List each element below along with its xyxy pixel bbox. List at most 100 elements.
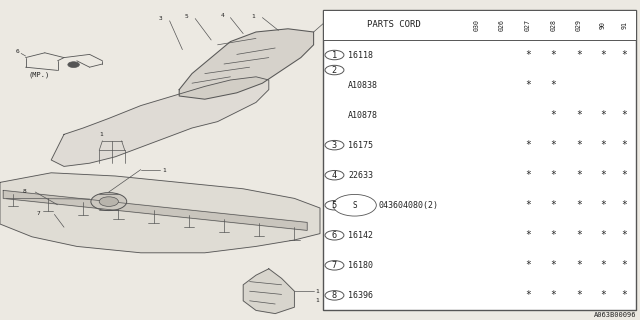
Text: 5: 5 bbox=[184, 14, 188, 19]
Text: A063B00096: A063B00096 bbox=[595, 312, 637, 318]
Polygon shape bbox=[3, 190, 307, 230]
Text: *: * bbox=[621, 110, 628, 120]
Text: *: * bbox=[600, 50, 605, 60]
Text: *: * bbox=[525, 290, 531, 300]
Text: *: * bbox=[621, 260, 628, 270]
Text: *: * bbox=[550, 50, 556, 60]
Text: *: * bbox=[576, 140, 582, 150]
Text: *: * bbox=[576, 230, 582, 240]
Text: 16142: 16142 bbox=[348, 231, 373, 240]
Text: 1: 1 bbox=[252, 14, 255, 19]
Polygon shape bbox=[0, 173, 320, 253]
Text: 6: 6 bbox=[16, 49, 20, 54]
Circle shape bbox=[333, 195, 376, 216]
Text: *: * bbox=[600, 200, 605, 210]
Text: *: * bbox=[525, 170, 531, 180]
Text: 8: 8 bbox=[332, 291, 337, 300]
Bar bbox=[323, 10, 636, 310]
Text: *: * bbox=[550, 80, 556, 90]
Text: S: S bbox=[353, 201, 357, 210]
Text: 1: 1 bbox=[332, 51, 337, 60]
Text: 4: 4 bbox=[332, 171, 337, 180]
Text: A10838: A10838 bbox=[348, 81, 378, 90]
Text: 026: 026 bbox=[499, 19, 505, 31]
Text: 043604080(2): 043604080(2) bbox=[378, 201, 438, 210]
Text: 1: 1 bbox=[315, 298, 319, 303]
Text: PARTS CORD: PARTS CORD bbox=[367, 20, 420, 29]
Text: *: * bbox=[576, 200, 582, 210]
Text: 030: 030 bbox=[474, 19, 479, 31]
Text: 027: 027 bbox=[525, 19, 531, 31]
Circle shape bbox=[325, 65, 344, 75]
Text: *: * bbox=[550, 260, 556, 270]
Text: 91: 91 bbox=[621, 21, 628, 29]
Bar bbox=[323, 10, 636, 40]
Polygon shape bbox=[51, 77, 269, 166]
Text: *: * bbox=[621, 170, 628, 180]
Text: *: * bbox=[621, 140, 628, 150]
Text: *: * bbox=[550, 290, 556, 300]
Text: *: * bbox=[621, 230, 628, 240]
Circle shape bbox=[325, 291, 344, 300]
Text: *: * bbox=[600, 110, 605, 120]
Text: 1: 1 bbox=[315, 289, 319, 294]
Circle shape bbox=[325, 230, 344, 240]
Circle shape bbox=[68, 62, 79, 68]
Text: *: * bbox=[576, 50, 582, 60]
Text: 5: 5 bbox=[332, 201, 337, 210]
Text: *: * bbox=[576, 110, 582, 120]
Text: *: * bbox=[576, 290, 582, 300]
Text: 16175: 16175 bbox=[348, 141, 373, 150]
Polygon shape bbox=[243, 269, 294, 314]
Text: 3: 3 bbox=[332, 141, 337, 150]
Text: 1: 1 bbox=[162, 168, 166, 173]
Text: 3: 3 bbox=[159, 16, 163, 21]
Polygon shape bbox=[179, 29, 314, 99]
Text: (MP.): (MP.) bbox=[29, 72, 50, 78]
Text: 029: 029 bbox=[576, 19, 582, 31]
Text: 028: 028 bbox=[550, 19, 556, 31]
Circle shape bbox=[325, 50, 344, 60]
Text: *: * bbox=[600, 290, 605, 300]
Text: 6: 6 bbox=[332, 231, 337, 240]
Circle shape bbox=[325, 201, 344, 210]
Text: 7: 7 bbox=[37, 211, 41, 216]
Circle shape bbox=[325, 260, 344, 270]
Text: 4: 4 bbox=[221, 13, 225, 18]
Text: *: * bbox=[550, 140, 556, 150]
Text: 7: 7 bbox=[332, 261, 337, 270]
Text: A10878: A10878 bbox=[348, 111, 378, 120]
Text: *: * bbox=[621, 290, 628, 300]
Text: 8: 8 bbox=[22, 189, 26, 194]
Text: 16180: 16180 bbox=[348, 261, 373, 270]
Text: 22633: 22633 bbox=[348, 171, 373, 180]
Text: *: * bbox=[550, 110, 556, 120]
Text: 16118: 16118 bbox=[348, 51, 373, 60]
Text: *: * bbox=[600, 140, 605, 150]
Text: 90: 90 bbox=[600, 21, 606, 29]
Text: *: * bbox=[600, 230, 605, 240]
Text: *: * bbox=[621, 50, 628, 60]
Text: *: * bbox=[550, 200, 556, 210]
Text: *: * bbox=[525, 80, 531, 90]
Text: *: * bbox=[621, 200, 628, 210]
Text: *: * bbox=[550, 170, 556, 180]
Text: 2: 2 bbox=[328, 16, 332, 21]
Text: *: * bbox=[550, 230, 556, 240]
Text: 2: 2 bbox=[332, 66, 337, 75]
Circle shape bbox=[325, 171, 344, 180]
Text: *: * bbox=[525, 50, 531, 60]
Text: 16396: 16396 bbox=[348, 291, 373, 300]
Text: *: * bbox=[600, 260, 605, 270]
Text: *: * bbox=[576, 170, 582, 180]
Circle shape bbox=[91, 193, 127, 211]
Circle shape bbox=[325, 140, 344, 150]
Text: 1: 1 bbox=[99, 132, 103, 137]
Circle shape bbox=[99, 197, 118, 206]
Text: *: * bbox=[525, 230, 531, 240]
Text: *: * bbox=[600, 170, 605, 180]
Text: *: * bbox=[525, 260, 531, 270]
Text: *: * bbox=[576, 260, 582, 270]
Text: *: * bbox=[525, 140, 531, 150]
Text: *: * bbox=[525, 200, 531, 210]
